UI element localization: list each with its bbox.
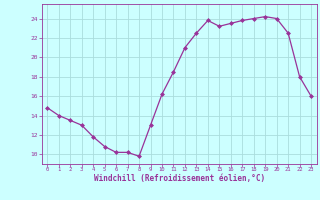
X-axis label: Windchill (Refroidissement éolien,°C): Windchill (Refroidissement éolien,°C)	[94, 174, 265, 183]
